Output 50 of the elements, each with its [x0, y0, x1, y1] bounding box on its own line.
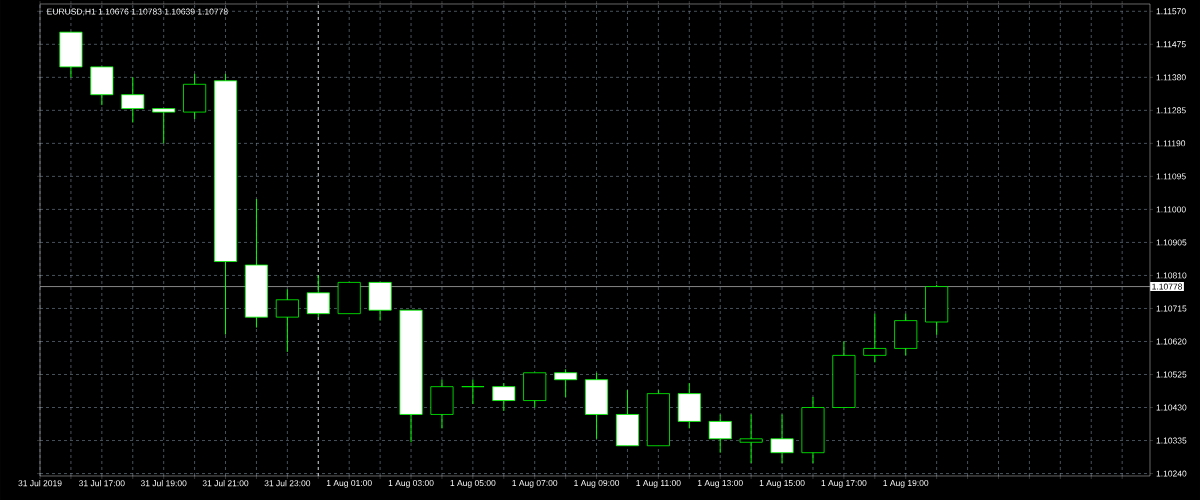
ref-line-label: 1.10778: [1152, 283, 1183, 290]
x-tick-label: 1 Aug 19:00: [883, 480, 929, 488]
candlestick: [801, 396, 825, 464]
y-tick-label: 1.11285: [1156, 107, 1186, 114]
x-tick-label: 31 Jul 17:00: [79, 480, 125, 487]
y-tick-label: 1.10620: [1156, 338, 1187, 345]
y-tick-label: 1.10810: [1156, 272, 1187, 279]
candlestick: [430, 379, 454, 429]
candlestick: [677, 382, 701, 429]
y-tick-label: 1.10715: [1156, 305, 1187, 312]
x-tick-label: 1 Aug 17:00: [821, 480, 867, 488]
candlestick: [244, 198, 268, 329]
y-tick-label: 1.10430: [1156, 404, 1187, 411]
x-tick-label: 1 Aug 15:00: [759, 480, 805, 488]
y-tick-label: 1.10525: [1156, 371, 1187, 378]
y-tick-label: 1.10335: [1156, 437, 1187, 444]
x-tick-label: 1 Aug 11:00: [636, 480, 681, 488]
x-tick-label: 31 Jul 19:00: [140, 480, 187, 487]
x-tick-label: 1 Aug 05:00: [450, 480, 496, 488]
x-tick-label: 1 Aug 09:00: [574, 480, 620, 488]
y-tick-label: 1.11000: [1156, 206, 1186, 213]
candlestick: [554, 368, 578, 398]
candlestick: [121, 76, 145, 124]
candlestick: [708, 413, 732, 454]
candlestick: [492, 382, 516, 412]
candlestick: [863, 313, 887, 363]
x-tick-label: 1 Aug 13:00: [697, 480, 743, 488]
candlestick: [275, 288, 299, 353]
candlestick: [461, 379, 485, 405]
candlestick: [894, 313, 918, 356]
candlestick: [925, 284, 949, 336]
candlestick: [585, 372, 609, 440]
y-tick-label: 1.11190: [1156, 140, 1186, 147]
candlestick: [214, 73, 238, 336]
y-tick-label: 1.11095: [1156, 173, 1186, 180]
y-tick-label: 1.10240: [1156, 470, 1187, 477]
y-tick-label: 1.11380: [1156, 74, 1186, 81]
y-tick-label: 1.11475: [1156, 41, 1186, 48]
x-tick-label: 31 Jul 23:00: [264, 480, 311, 487]
x-tick-label: 31 Jul 21:00: [202, 480, 249, 487]
candlestick: [770, 413, 794, 464]
y-tick-label: 1.11570: [1156, 8, 1186, 15]
x-tick-label: 1 Aug 03:00: [388, 480, 434, 488]
x-tick-label: 1 Aug 01:00: [326, 480, 372, 488]
candlestick: [183, 73, 207, 120]
x-tick-label: 1 Aug 07:00: [512, 480, 558, 488]
x-tick-label: 31 Jul 2019: [18, 480, 62, 487]
chart-title: EURUSD,H1 1.10676 1.10783 1.10639 1.10778: [47, 8, 228, 16]
candlestick: [739, 413, 763, 464]
y-tick-label: 1.10905: [1156, 239, 1187, 246]
